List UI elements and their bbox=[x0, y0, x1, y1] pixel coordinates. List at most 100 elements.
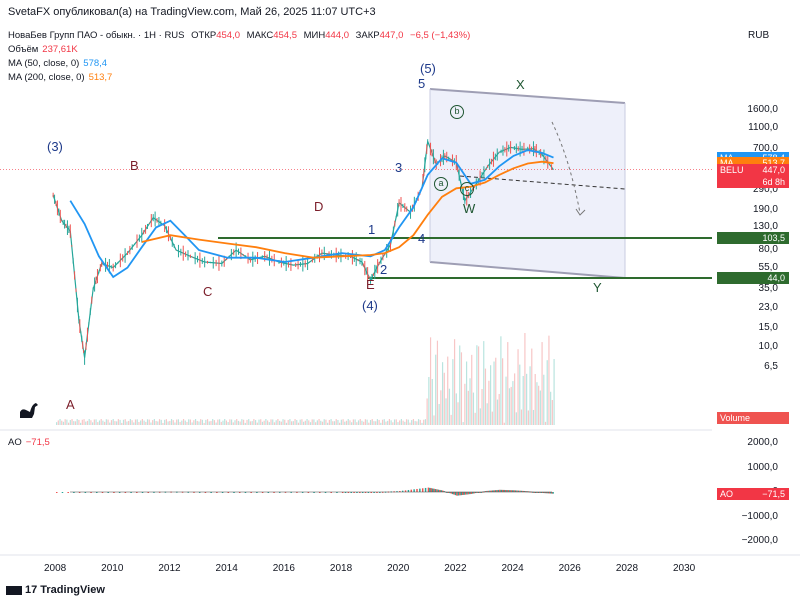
volume-bar bbox=[363, 421, 365, 425]
volume-legend[interactable]: Объём 237,61K bbox=[8, 44, 82, 55]
volume-bar bbox=[76, 419, 78, 425]
volume-bar bbox=[196, 420, 198, 425]
ao-bar bbox=[492, 490, 494, 492]
volume-bar bbox=[311, 419, 313, 425]
volume-bar bbox=[371, 419, 373, 425]
ao-legend[interactable]: AO −71,5 bbox=[8, 437, 54, 448]
price-tick: 6,5 bbox=[764, 361, 778, 373]
open-label: ОТКР bbox=[191, 30, 217, 41]
volume-bar bbox=[88, 419, 90, 425]
ao-bar bbox=[490, 490, 493, 492]
volume-bar bbox=[471, 354, 473, 425]
volume-bar bbox=[217, 419, 219, 425]
volume-bar bbox=[246, 419, 248, 425]
volume-bar bbox=[309, 422, 312, 425]
volume-bar bbox=[220, 421, 222, 425]
ao-bar bbox=[536, 492, 538, 493]
ao-bar bbox=[336, 492, 338, 493]
ao-bar bbox=[467, 492, 470, 495]
ao-bar bbox=[487, 490, 490, 492]
volume-bar bbox=[248, 419, 250, 425]
wave-label-E: E bbox=[366, 277, 375, 292]
ao-bar bbox=[534, 492, 537, 493]
volume-bar bbox=[490, 365, 492, 425]
projection-path[interactable] bbox=[551, 121, 581, 214]
symbol-legend[interactable]: НоваБев Групп ПАО - обыкн. · 1Н · RUS ОТ… bbox=[8, 30, 474, 41]
ao-bar bbox=[399, 491, 401, 493]
volume-bar bbox=[191, 422, 193, 425]
volume-bar bbox=[347, 419, 349, 425]
volume-bar bbox=[325, 419, 327, 425]
volume-bar bbox=[546, 360, 548, 425]
price-tick: 15,0 bbox=[758, 322, 778, 334]
volume-bar bbox=[114, 421, 116, 425]
volume-value: 237,61K bbox=[42, 44, 78, 55]
ma200-line[interactable] bbox=[141, 160, 554, 259]
volume-bar bbox=[395, 419, 397, 425]
volume-bar bbox=[503, 422, 505, 425]
ma200-legend[interactable]: MA (200, close, 0) 513,7 bbox=[8, 72, 116, 83]
volume-bar bbox=[152, 420, 154, 425]
ao-bar bbox=[296, 491, 298, 493]
ao-bar bbox=[193, 491, 195, 493]
volume-bar bbox=[493, 361, 495, 425]
volume-bar bbox=[344, 421, 346, 425]
volume-bar bbox=[100, 419, 102, 425]
volume-bar bbox=[153, 419, 155, 425]
wave-label-D: D bbox=[314, 199, 324, 214]
ao-bar bbox=[443, 491, 445, 493]
channel-bottom-line[interactable] bbox=[429, 261, 626, 279]
ma200-label: MA (200, close, 0) bbox=[8, 72, 85, 83]
ao-bar bbox=[124, 492, 127, 493]
ao-bar bbox=[433, 488, 435, 492]
ma50-legend[interactable]: MA (50, close, 0) 578,4 bbox=[8, 58, 111, 69]
volume-bar bbox=[256, 422, 258, 425]
volume-bar bbox=[543, 374, 545, 425]
volume-bar bbox=[306, 419, 308, 425]
volume-bar bbox=[136, 419, 138, 425]
volume-bar bbox=[304, 420, 306, 425]
ao-bar bbox=[431, 488, 434, 492]
ao-bar bbox=[523, 490, 525, 492]
ao-bar bbox=[552, 492, 554, 494]
volume-bar bbox=[61, 420, 63, 425]
ao-bar bbox=[489, 490, 491, 492]
ao-bar bbox=[290, 491, 292, 493]
ao-bar bbox=[441, 490, 444, 492]
forecast-channel[interactable] bbox=[430, 89, 625, 278]
ao-bar bbox=[136, 492, 138, 493]
volume-bar bbox=[364, 419, 366, 425]
volume-bar bbox=[80, 422, 82, 425]
ao-bar bbox=[307, 491, 310, 493]
volume-bar bbox=[74, 421, 77, 425]
volume-bar bbox=[263, 420, 265, 425]
volume-bar bbox=[467, 390, 469, 425]
price-badge: BELU 447,0 6d 8h bbox=[717, 163, 789, 188]
volume-bar bbox=[428, 376, 430, 425]
ao-value: −71,5 bbox=[25, 437, 50, 448]
channel-top-line[interactable] bbox=[429, 88, 626, 104]
volume-bar bbox=[241, 419, 243, 425]
badge-value: 44,0 bbox=[767, 273, 785, 283]
volume-bar bbox=[447, 356, 449, 425]
volume-bar bbox=[421, 422, 423, 425]
volume-bar bbox=[539, 390, 541, 425]
ma50-line[interactable] bbox=[69, 149, 554, 279]
ao-bar bbox=[78, 492, 81, 493]
volume-bar bbox=[284, 419, 286, 425]
ao-bar bbox=[460, 492, 463, 496]
volume-bar bbox=[229, 419, 231, 425]
volume-bar bbox=[318, 419, 320, 425]
ao-bar bbox=[484, 491, 487, 493]
ao-bar bbox=[261, 492, 264, 493]
ao-bar bbox=[451, 492, 454, 495]
volume-bar bbox=[224, 419, 226, 425]
ao-bar bbox=[107, 492, 109, 493]
ao-bar bbox=[421, 488, 424, 492]
ma50-label: MA (50, close, 0) bbox=[8, 58, 80, 69]
ao-bar bbox=[440, 490, 443, 492]
ao-bar bbox=[204, 492, 207, 493]
volume-bar bbox=[133, 422, 135, 425]
volume-bar bbox=[68, 422, 70, 425]
